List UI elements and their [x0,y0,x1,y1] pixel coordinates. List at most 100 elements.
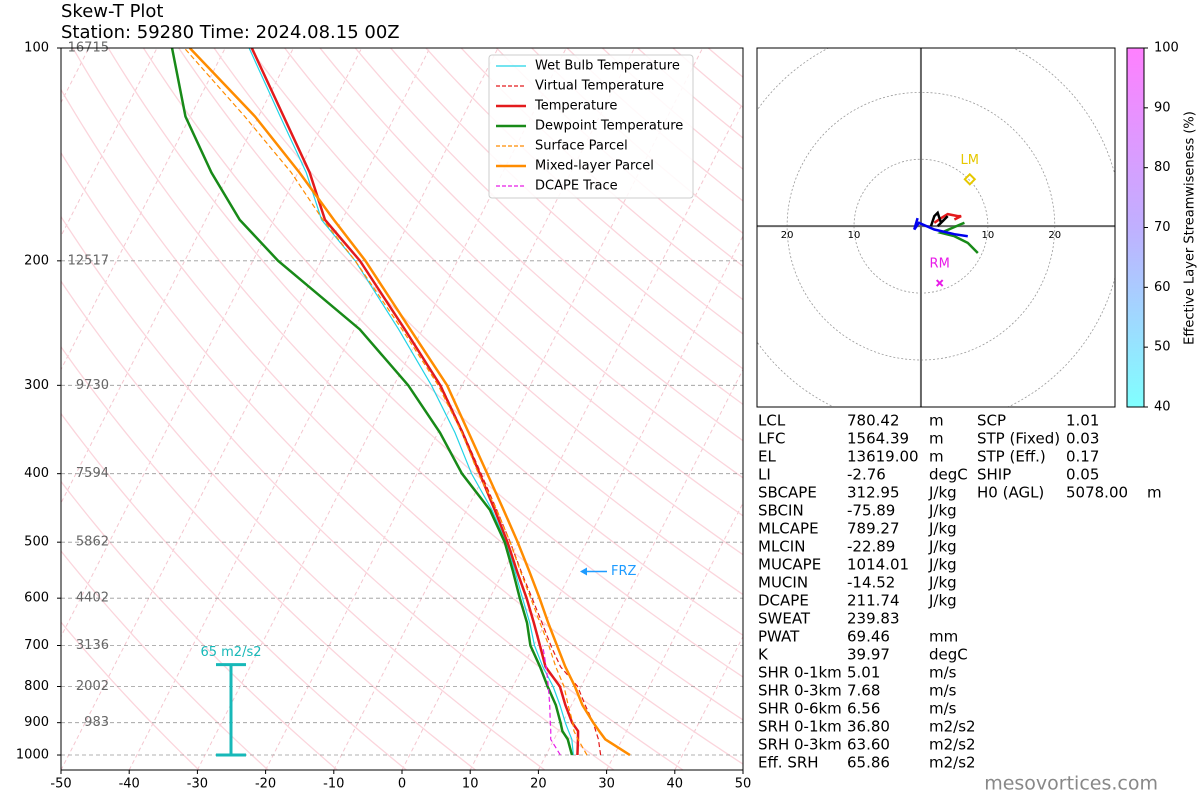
dry-adiabat [601,48,743,171]
parameter-cell: SHR 0-3km [758,682,842,700]
x-tick-label: 30 [598,777,615,792]
isotherm [401,101,743,770]
colorbar-tick-label: 40 [1154,400,1171,415]
dry-adiabat [61,550,269,770]
height-label: 12517 [68,253,109,268]
parameter-cell: m2/s2 [929,736,976,754]
hodograph: LM RM [913,153,979,287]
hodograph-frame [756,47,1116,408]
x-tick-label: -10 [323,777,344,792]
y-tick-label: 600 [24,591,49,606]
dry-adiabat [566,48,743,202]
profile-line [248,48,574,756]
isotherm [674,635,743,770]
profile-line [170,48,574,756]
profiles [170,48,631,757]
dry-adiabat [61,412,407,770]
dry-adiabat [72,48,743,721]
profile-line [250,48,580,756]
dry-adiabat [213,48,743,556]
y-tick-label: 400 [24,466,49,481]
dry-adiabat [61,345,476,770]
dry-adiabat [61,280,546,770]
colorbar-tick-label: 60 [1154,280,1171,295]
dry-adiabat [61,151,684,770]
parameter-cell: 780.42 [847,412,900,430]
legend-label: Surface Parcel [535,139,628,154]
parameter-cell: SHR 0-1km [758,664,842,682]
profile-line [183,48,588,756]
parameter-cell: J/kg [928,538,957,556]
parameter-cell: SRH 0-3km [758,736,842,754]
index-cell: H0 (AGL) [977,484,1044,502]
index-cell: STP (Eff.) [977,448,1046,466]
isotherm [61,48,158,238]
y-tick-label: 800 [24,679,49,694]
parameter-cell: MLCIN [758,538,805,556]
annotations: 40 50 60 70 80 90 100 Effective Layer Streamwis… [758,41,1198,772]
colorbar-tick-label: 80 [1154,160,1171,175]
index-cell: 0.17 [1066,448,1099,466]
parameter-cell: m/s [929,682,957,700]
height-label: 3136 [76,638,109,653]
x-tick-label: -20 [255,777,276,792]
index-cell: 0.05 [1066,466,1099,484]
parameter-cell: 13619.00 [847,448,919,466]
parameter-cell: -2.76 [847,466,886,484]
y-tick-label: 900 [24,715,49,730]
isotherm [61,48,294,505]
dry-adiabat [61,480,338,770]
skewt-frame [60,47,744,771]
hodograph-background: 20 10 10 20 [757,48,1115,407]
srh-label: 65 m2/s2 [200,645,261,660]
storm-motion-label: RM [930,257,950,272]
dry-adiabat [107,48,743,678]
y-tick-label: 300 [24,378,49,393]
colorbar-label: Effective Layer Streamwiseness (%) [1183,111,1198,345]
x-tick-label: -30 [187,777,208,792]
frz-arrow-head [580,567,587,576]
y-tick-label: 100 [24,41,49,56]
storm-motion-marker [963,172,977,186]
parameter-cell: degC [929,646,968,664]
isotherm [742,768,743,770]
colorbar [1126,47,1145,408]
isotherm [61,48,363,638]
parameter-cell: m [929,448,944,466]
x-tick-label: 20 [530,777,547,792]
dry-adiabat [354,48,743,406]
parameter-cell: m/s [929,700,957,718]
index-cell: SHIP [977,466,1011,484]
x-tick-label: 0 [398,777,406,792]
hodograph-trace [937,221,979,254]
colorbar-tick-label: 100 [1154,41,1179,56]
index-cell: STP (Fixed) [977,430,1060,448]
height-label: 2002 [76,679,109,694]
parameter-cell: m [929,412,944,430]
y-tick-label: 200 [24,253,49,268]
parameter-cell: SBCIN [758,502,804,520]
dry-adiabat [248,48,743,517]
parameter-cell: J/kg [928,502,957,520]
dry-adiabat [61,215,615,770]
parameter-cell: 1564.39 [847,430,909,448]
hodograph-trace [913,217,968,238]
parameter-cell: 5.01 [847,664,880,682]
index-cell: 0.03 [1066,430,1099,448]
isotherm [606,501,743,770]
isotherm [61,48,226,371]
parameter-cell: EL [758,448,776,466]
dry-adiabat [178,48,743,596]
parameter-cell: 7.68 [847,682,880,700]
x-tick-label: 10 [462,777,479,792]
parameter-cell: J/kg [928,484,957,502]
isotherm [0,48,21,770]
storm-motion-marker [935,279,944,287]
height-label: 9730 [76,378,109,393]
parameter-cell: -22.89 [847,538,895,556]
parameter-cell: m/s [929,664,957,682]
isotherm [61,48,431,770]
parameter-cell: 39.97 [847,646,890,664]
parameter-cell: -14.52 [847,574,895,592]
